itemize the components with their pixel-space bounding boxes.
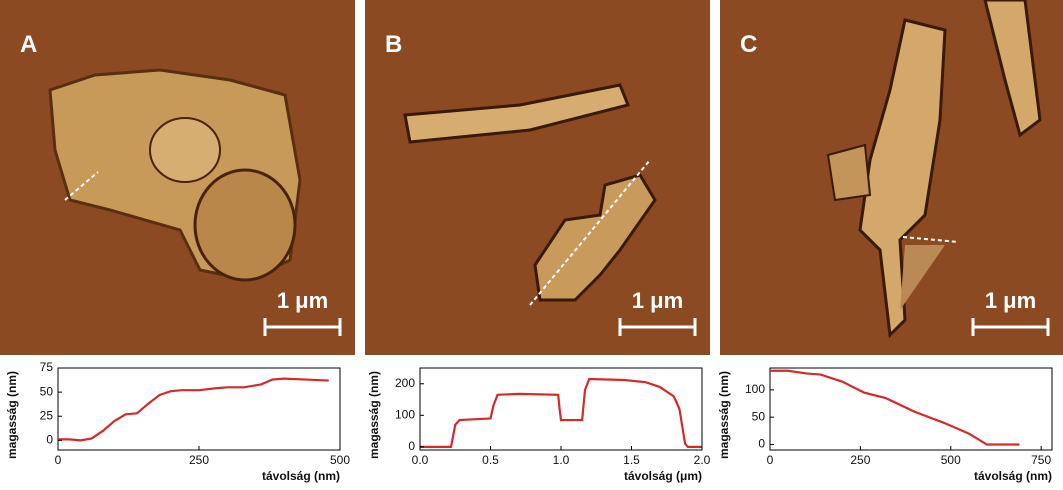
panel-label: B [385,31,402,58]
x-tick-label: 500 [941,453,961,467]
x-tick-label: 0.5 [482,453,499,467]
y-tick-label: 75 [40,360,54,374]
y-tick-label: 100 [745,382,765,396]
scale-bar-label: 1 μm [985,288,1036,313]
figure: A1 μmB1 μmC1 μm02550750250500távolság (n… [0,0,1063,485]
profile-line [770,371,1019,445]
y-tick-label: 25 [40,408,54,422]
y-axis-label: magasság (nm) [717,371,731,459]
x-tick-label: 0 [55,453,62,467]
x-tick-label: 750 [1031,453,1051,467]
x-tick-label: 500 [330,453,350,467]
y-tick-label: 200 [395,376,415,390]
x-tick-label: 1.5 [623,453,640,467]
panel-label: C [740,31,757,58]
x-axis-label: távolság (nm) [974,469,1052,483]
x-tick-label: 0.0 [412,453,429,467]
scale-bar-label: 1 μm [277,288,328,313]
y-tick-label: 0 [408,439,415,453]
x-tick-label: 0 [767,453,774,467]
y-axis-label: magasság (nm) [5,371,19,459]
profile-line [420,379,702,447]
y-tick-label: 50 [752,409,766,423]
y-tick-label: 100 [395,407,415,421]
plot-frame [420,368,702,450]
x-axis-label: távolság (μm) [624,469,702,483]
y-tick-label: 0 [758,437,765,451]
x-tick-label: 250 [189,453,209,467]
x-tick-label: 250 [850,453,870,467]
x-tick-label: 2.0 [694,453,711,467]
profile-line [58,379,329,441]
x-axis-label: távolság (nm) [262,469,340,483]
y-tick-label: 50 [40,384,54,398]
x-tick-label: 1.0 [553,453,570,467]
y-axis-label: magasság (nm) [367,371,381,459]
panel-label: A [20,31,37,58]
scale-bar-label: 1 μm [632,288,683,313]
y-tick-label: 0 [46,433,53,447]
